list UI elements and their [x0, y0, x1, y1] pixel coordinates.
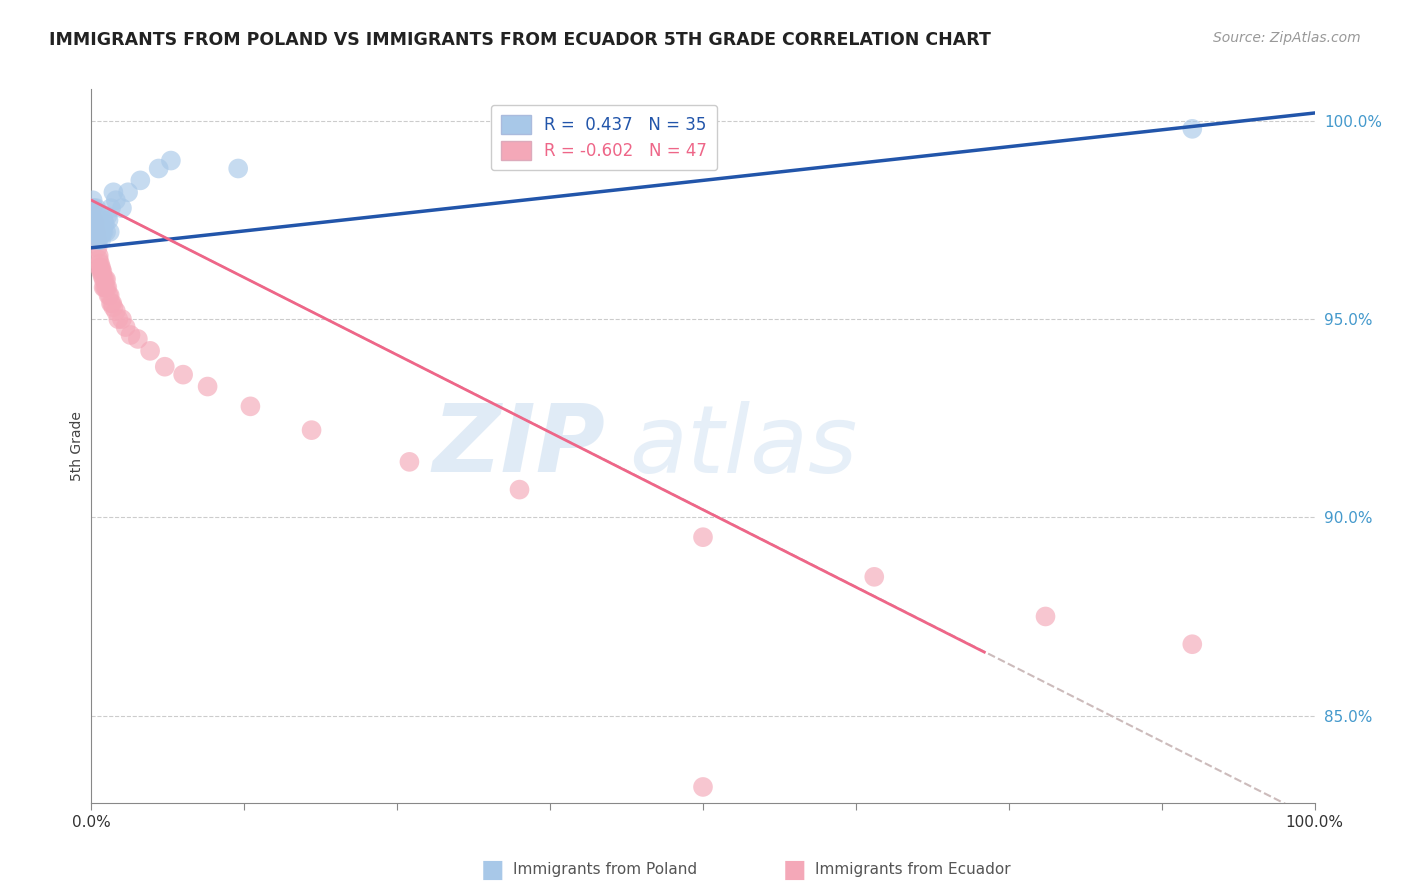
- Point: [84, 209, 107, 223]
- Point: [83, 213, 105, 227]
- Point: [90, 225, 112, 239]
- Point: [107, 312, 129, 326]
- Point: [692, 530, 714, 544]
- Point: [160, 153, 183, 168]
- Point: [93, 280, 115, 294]
- Point: [87, 225, 110, 239]
- Point: [94, 280, 117, 294]
- Text: atlas: atlas: [630, 401, 858, 491]
- Point: [94, 225, 117, 239]
- Point: [98, 225, 121, 239]
- Point: [127, 332, 149, 346]
- Point: [98, 288, 121, 302]
- Point: [86, 233, 108, 247]
- Y-axis label: 5th Grade: 5th Grade: [70, 411, 84, 481]
- Point: [90, 260, 112, 275]
- Point: [97, 213, 120, 227]
- Point: [148, 161, 170, 176]
- Point: [84, 217, 107, 231]
- Point: [94, 217, 117, 231]
- Text: ■: ■: [783, 858, 806, 881]
- Point: [139, 343, 162, 358]
- Point: [96, 280, 118, 294]
- Point: [117, 186, 139, 200]
- Point: [1181, 637, 1204, 651]
- Point: [90, 233, 112, 247]
- Point: [1035, 609, 1057, 624]
- Point: [93, 225, 115, 239]
- Point: [86, 221, 108, 235]
- Point: [172, 368, 194, 382]
- Text: Immigrants from Ecuador: Immigrants from Ecuador: [815, 863, 1011, 877]
- Point: [84, 225, 107, 239]
- Point: [104, 304, 127, 318]
- Point: [863, 570, 886, 584]
- Text: Immigrants from Poland: Immigrants from Poland: [513, 863, 697, 877]
- Point: [91, 264, 114, 278]
- Point: [509, 145, 531, 160]
- Text: ZIP: ZIP: [432, 400, 605, 492]
- Point: [87, 252, 110, 267]
- Text: Source: ZipAtlas.com: Source: ZipAtlas.com: [1213, 31, 1361, 45]
- Point: [93, 272, 115, 286]
- Text: IMMIGRANTS FROM POLAND VS IMMIGRANTS FROM ECUADOR 5TH GRADE CORRELATION CHART: IMMIGRANTS FROM POLAND VS IMMIGRANTS FRO…: [49, 31, 991, 49]
- Point: [94, 280, 117, 294]
- Point: [104, 193, 127, 207]
- Point: [86, 241, 108, 255]
- Point: [82, 201, 104, 215]
- Point: [84, 233, 107, 247]
- Point: [120, 328, 142, 343]
- Point: [692, 780, 714, 794]
- Point: [83, 201, 105, 215]
- Point: [100, 296, 122, 310]
- Point: [89, 257, 111, 271]
- Point: [83, 213, 105, 227]
- Point: [239, 400, 262, 414]
- Point: [84, 225, 107, 239]
- Point: [89, 217, 111, 231]
- Point: [129, 173, 152, 187]
- Point: [301, 423, 323, 437]
- Point: [398, 455, 420, 469]
- Point: [84, 225, 107, 239]
- Point: [226, 161, 249, 176]
- Point: [82, 193, 104, 207]
- Point: [100, 201, 122, 215]
- Point: [96, 209, 118, 223]
- Point: [103, 186, 125, 200]
- Point: [89, 228, 111, 243]
- Point: [509, 483, 531, 497]
- Point: [153, 359, 176, 374]
- Point: [84, 225, 107, 239]
- Point: [111, 201, 134, 215]
- Point: [84, 213, 107, 227]
- Point: [91, 225, 114, 239]
- Point: [197, 379, 219, 393]
- Point: [87, 233, 110, 247]
- Point: [87, 249, 110, 263]
- Point: [103, 300, 125, 314]
- Point: [111, 312, 134, 326]
- Point: [94, 272, 117, 286]
- Point: [90, 264, 112, 278]
- Point: [97, 288, 120, 302]
- Legend: R =  0.437   N = 35, R = -0.602   N = 47: R = 0.437 N = 35, R = -0.602 N = 47: [491, 104, 717, 169]
- Point: [1181, 121, 1204, 136]
- Point: [91, 268, 114, 283]
- Point: [86, 233, 108, 247]
- Point: [84, 201, 107, 215]
- Text: ■: ■: [481, 858, 503, 881]
- Point: [94, 272, 117, 286]
- Point: [89, 260, 111, 275]
- Point: [101, 296, 124, 310]
- Point: [114, 320, 136, 334]
- Point: [93, 213, 115, 227]
